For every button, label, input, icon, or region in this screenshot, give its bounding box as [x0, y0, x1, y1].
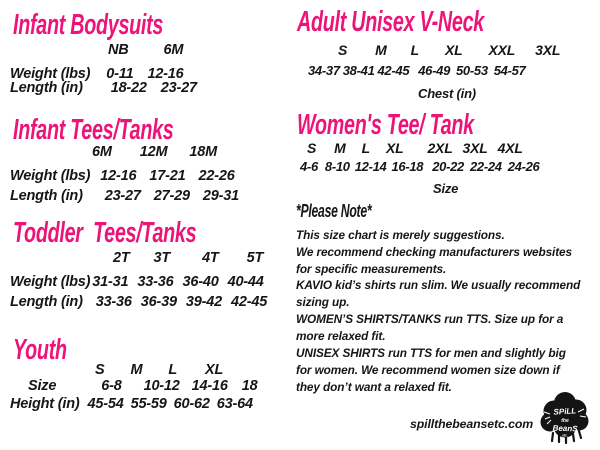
svg-text:BeanS: BeanS: [552, 424, 578, 434]
svg-text:etc.: etc.: [562, 434, 568, 438]
svg-text:SPiLL: SPiLL: [553, 406, 576, 416]
